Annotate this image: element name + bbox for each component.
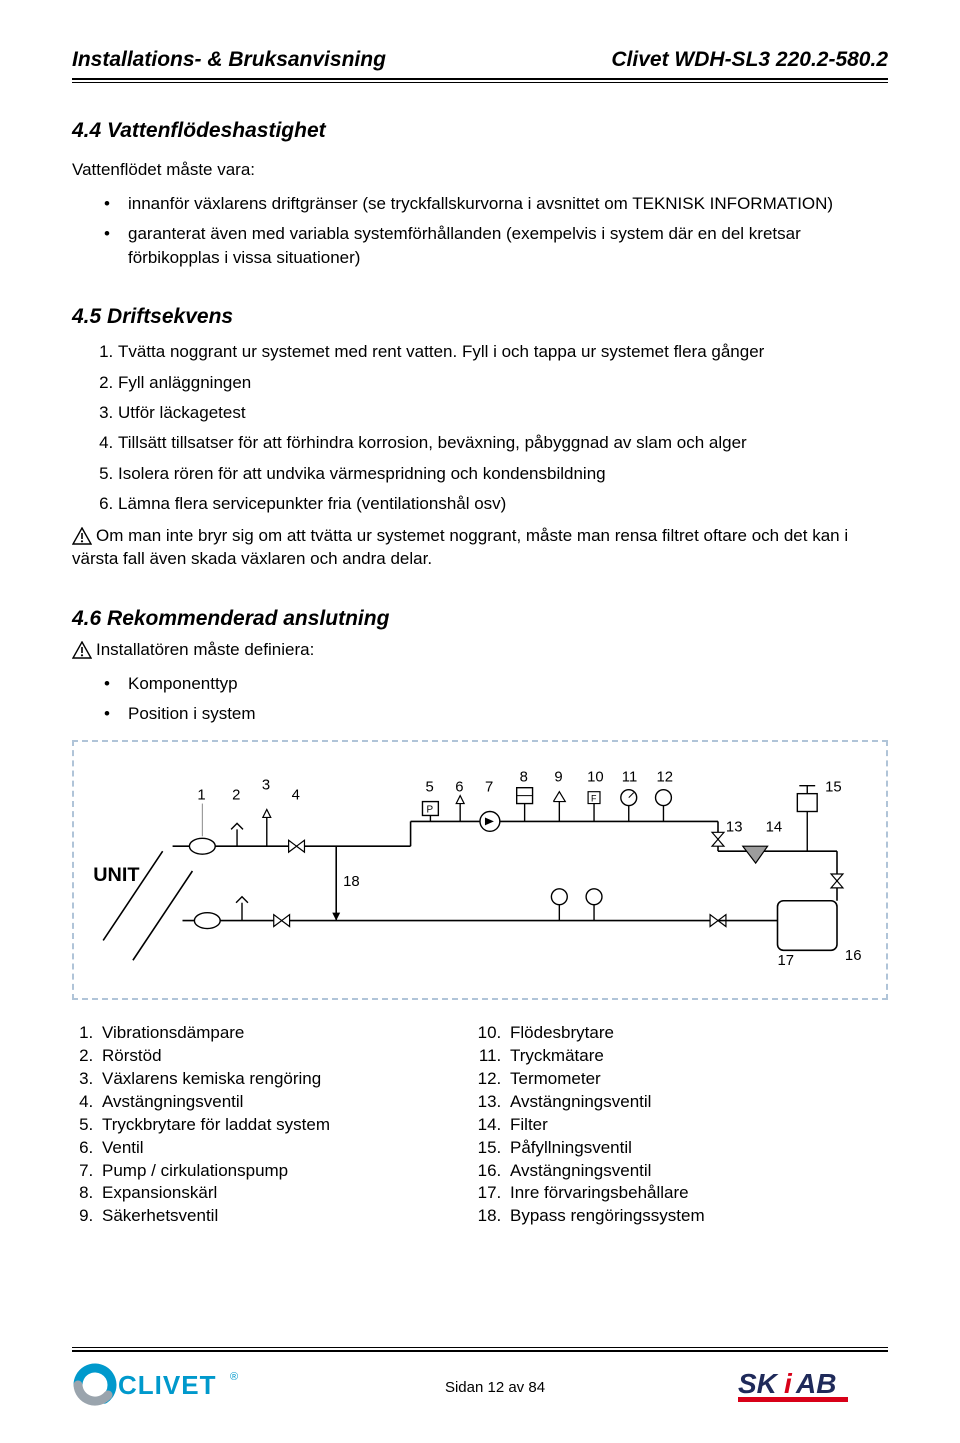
page-number: Sidan 12 av 84 [252,1379,738,1396]
s45-item-4: Isolera rören för att undvika värmesprid… [118,461,888,487]
diag-num-4: 4 [292,787,300,803]
s46-bullets: Komponenttyp Position i system [72,672,888,726]
diag-num-14: 14 [766,819,783,835]
skiab-logo: SK i AB [738,1363,888,1412]
diag-num-8: 8 [520,770,528,786]
svg-text:®: ® [230,1371,238,1383]
diag-num-3: 3 [262,778,270,794]
diag-num-10: 10 [587,770,604,786]
svg-text:SK: SK [738,1368,779,1399]
piping-diagram: UNIT 1 2 3 [72,740,888,1000]
s45-warning-text: Om man inte bryr sig om att tvätta ur sy… [72,526,848,568]
legend-1: Vibrationsdämpare [98,1022,480,1045]
legend-2: Rörstöd [98,1045,480,1068]
header: Installations- & Bruksanvisning Clivet W… [72,48,888,72]
legend-9: Säkerhetsventil [98,1205,480,1228]
diag-num-9: 9 [554,770,562,786]
diag-num-7: 7 [485,780,493,796]
legend-13: Avstängningsventil [506,1091,888,1114]
diag-num-11: 11 [622,770,637,786]
legend-11: Tryckmätare [506,1045,888,1068]
diag-num-18: 18 [343,874,360,890]
s45-item-5: Lämna flera servicepunkter fria (ventila… [118,491,888,517]
diag-num-16: 16 [845,948,862,964]
unit-label: UNIT [93,864,139,886]
diag-num-1: 1 [197,787,205,803]
header-rule-thick [72,78,888,80]
s45-item-0: Tvätta noggrant ur systemet med rent vat… [118,339,888,365]
diagram-svg: UNIT 1 2 3 [82,752,878,990]
s45-list: Tvätta noggrant ur systemet med rent vat… [72,339,888,517]
svg-text:F: F [591,793,597,803]
svg-text:AB: AB [795,1368,836,1399]
warning-icon [72,525,92,548]
legend-18: Bypass rengöringssystem [506,1205,888,1228]
s44-bullet-1: garanterat även med variabla systemförhå… [128,222,888,270]
diag-num-6: 6 [455,780,463,796]
header-left: Installations- & Bruksanvisning [72,48,386,72]
legend-17: Inre förvaringsbehållare [506,1182,888,1205]
legend-3: Växlarens kemiska rengöring [98,1068,480,1091]
footer: CLIVET ® Sidan 12 av 84 SK i AB [72,1347,888,1413]
legend-7: Pump / cirkulationspump [98,1160,480,1183]
diag-num-15: 15 [825,780,842,796]
s45-item-3: Tillsätt tillsatser för att förhindra ko… [118,430,888,456]
svg-text:i: i [784,1368,793,1399]
legend-6: Ventil [98,1137,480,1160]
legend-12: Termometer [506,1068,888,1091]
legend-16: Avstängningsventil [506,1160,888,1183]
clivet-logo: CLIVET ® [72,1362,252,1413]
s46-bullet-0: Komponenttyp [128,672,888,696]
diag-num-13: 13 [726,819,743,835]
s45-item-1: Fyll anläggningen [118,370,888,396]
legend-8: Expansionskärl [98,1182,480,1205]
legend-10: Flödesbrytare [506,1022,888,1045]
footer-rule-thick [72,1350,888,1352]
diag-num-17: 17 [778,953,795,969]
diag-num-2: 2 [232,787,240,803]
legend-5: Tryckbrytare för laddat system [98,1114,480,1137]
s44-bullets: innanför växlarens driftgränser (se tryc… [72,192,888,269]
diag-num-12: 12 [657,770,674,786]
diag-num-5: 5 [425,780,433,796]
s46-bullet-1: Position i system [128,702,888,726]
heading-45: 4.5 Driftsekvens [72,305,888,329]
warning-icon [72,639,92,662]
svg-text:CLIVET: CLIVET [118,1370,216,1400]
header-rule-thin [72,82,888,83]
s44-intro: Vattenflödet måste vara: [72,159,888,182]
s45-item-2: Utför läckagetest [118,400,888,426]
s45-warning: Om man inte bryr sig om att tvätta ur sy… [72,525,888,571]
legend-4: Avstängningsventil [98,1091,480,1114]
legend-right: Flödesbrytare Tryckmätare Termometer Avs… [480,1022,888,1228]
legend-left: Vibrationsdämpare Rörstöd Växlarens kemi… [72,1022,480,1228]
header-right: Clivet WDH-SL3 220.2-580.2 [611,48,888,72]
s46-warning-text: Installatören måste definiera: [96,640,314,659]
s44-bullet-0: innanför växlarens driftgränser (se tryc… [128,192,888,216]
footer-rule-thin [72,1347,888,1348]
legend: Vibrationsdämpare Rörstöd Växlarens kemi… [72,1022,888,1228]
legend-14: Filter [506,1114,888,1137]
heading-44: 4.4 Vattenflödeshastighet [72,119,888,143]
svg-text:P: P [426,804,433,815]
heading-46: 4.6 Rekommenderad anslutning [72,607,888,631]
legend-15: Påfyllningsventil [506,1137,888,1160]
s46-warning: Installatören måste definiera: [72,639,888,662]
